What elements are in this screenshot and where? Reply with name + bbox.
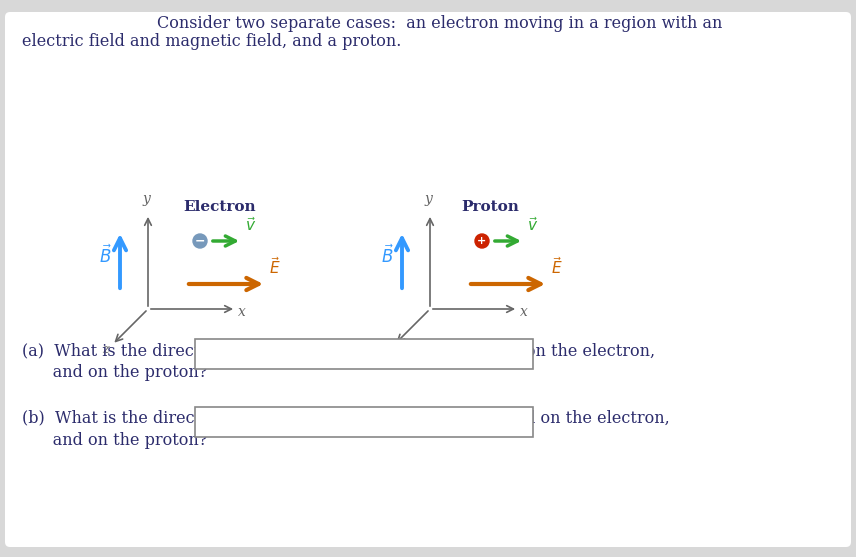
Circle shape [193, 234, 207, 248]
Text: y: y [424, 192, 432, 206]
Circle shape [475, 234, 489, 248]
Bar [195, 339, 533, 369]
Text: $\vec{B}$: $\vec{B}$ [382, 245, 395, 267]
Text: Electron: Electron [184, 200, 256, 214]
Bar [195, 407, 533, 437]
Text: $\vec{v}$: $\vec{v}$ [527, 216, 538, 234]
Text: −: − [195, 234, 205, 247]
Text: x: x [238, 305, 246, 319]
Text: $\vec{B}$: $\vec{B}$ [99, 245, 113, 267]
Text: $\vec{v}$: $\vec{v}$ [245, 216, 256, 234]
Text: and on the proton?: and on the proton? [22, 364, 207, 381]
Text: +: + [478, 236, 486, 246]
Text: x: x [520, 305, 528, 319]
Text: $\vec{E}$: $\vec{E}$ [551, 256, 562, 277]
Text: y: y [142, 192, 150, 206]
Text: electric field and magnetic field, and a proton.: electric field and magnetic field, and a… [22, 33, 401, 50]
Text: $\vec{E}$: $\vec{E}$ [269, 256, 281, 277]
Text: (a)  What is the direction of the force due to the electric field on the electro: (a) What is the direction of the force d… [22, 342, 655, 359]
Text: Consider two separate cases:  an electron moving in a region with an: Consider two separate cases: an electron… [157, 15, 722, 32]
Text: and on the proton?: and on the proton? [22, 432, 207, 449]
Text: z: z [102, 343, 109, 356]
Text: Proton: Proton [461, 200, 519, 214]
Text: z: z [384, 343, 390, 356]
FancyBboxPatch shape [5, 12, 851, 547]
Text: (b)  What is the direction of the force due to the magnetic field on the electro: (b) What is the direction of the force d… [22, 410, 669, 427]
